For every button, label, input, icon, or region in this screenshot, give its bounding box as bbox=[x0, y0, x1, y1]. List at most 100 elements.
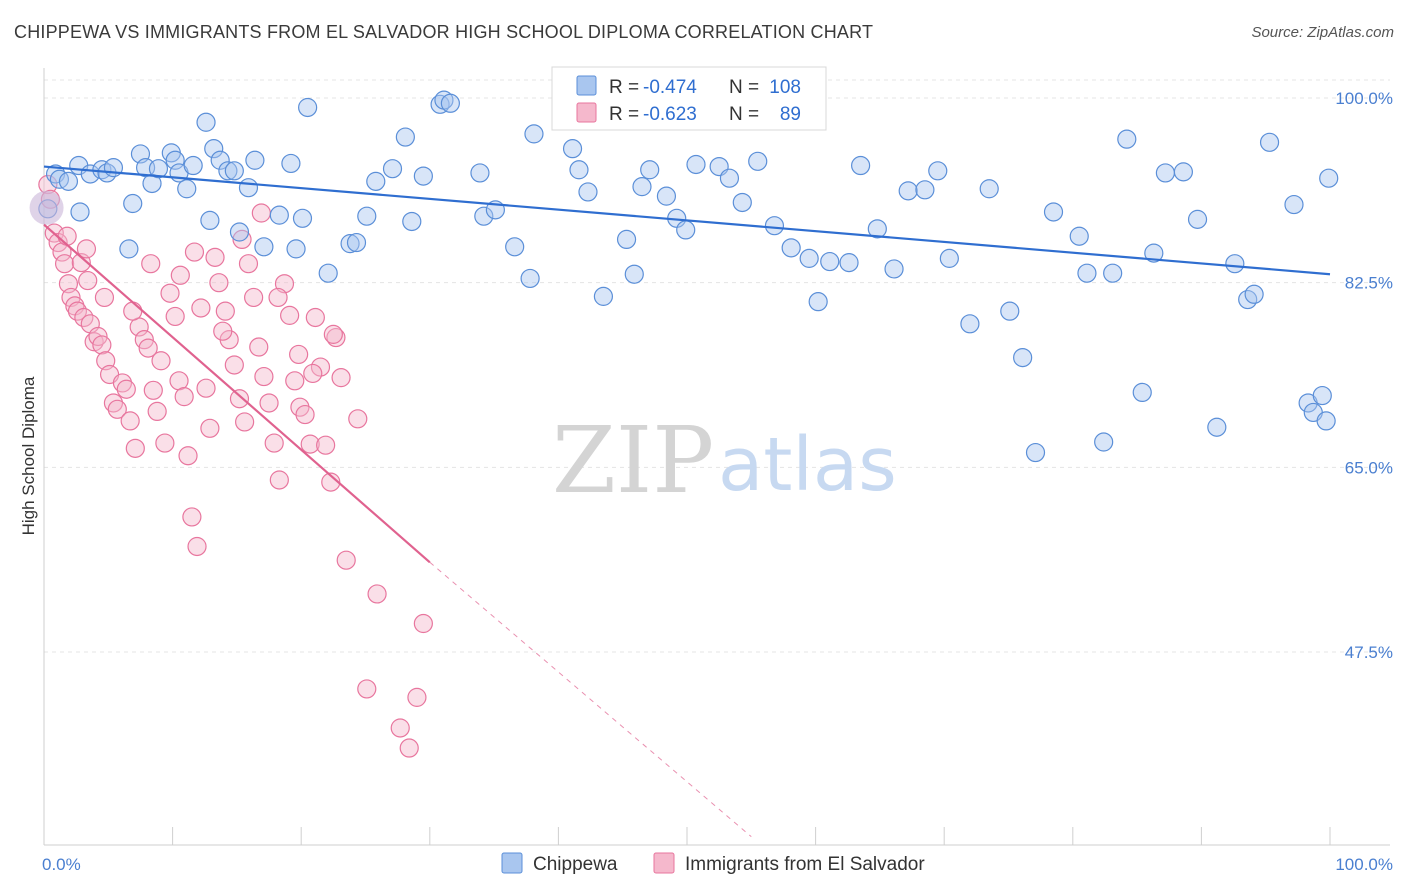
point-chippewa-23 bbox=[204, 139, 224, 159]
point-chippewa-84 bbox=[979, 179, 999, 199]
legend: R = -0.474 N = 108 R = -0.623 N = 89 bbox=[551, 66, 827, 131]
legend-r-label-2: R = bbox=[609, 104, 639, 125]
x-tick-labels: 0.0% 100.0% bbox=[42, 855, 1393, 874]
point-chippewa-79 bbox=[898, 181, 918, 201]
watermark: ZIP atlas bbox=[552, 407, 897, 514]
point-chippewa-65 bbox=[686, 154, 706, 175]
point-el-salvador-55 bbox=[269, 470, 289, 490]
point-cluster-origin bbox=[29, 190, 64, 225]
legend-swatch-el-salvador bbox=[576, 102, 597, 123]
point-chippewa-48 bbox=[470, 163, 490, 183]
x-tick-label-1: 100.0% bbox=[1335, 855, 1393, 874]
point-el-salvador-73 bbox=[399, 738, 419, 758]
point-chippewa-68 bbox=[732, 192, 752, 213]
legend-swatch-chippewa bbox=[576, 75, 597, 96]
point-chippewa-37 bbox=[340, 234, 360, 254]
point-chippewa-43 bbox=[402, 211, 422, 232]
series-chippewa bbox=[29, 90, 1339, 463]
point-chippewa-82 bbox=[939, 248, 959, 268]
point-el-salvador-14 bbox=[84, 332, 104, 352]
point-chippewa-24 bbox=[210, 150, 230, 170]
point-chippewa-62 bbox=[656, 186, 677, 206]
legend-n-value-1: 108 bbox=[769, 77, 801, 98]
point-chippewa-102 bbox=[1244, 284, 1264, 304]
bottom-swatch-chippewa bbox=[501, 852, 523, 874]
series-el-salvador bbox=[38, 174, 433, 758]
point-el-salvador-54 bbox=[264, 433, 284, 453]
point-el-salvador-81 bbox=[170, 265, 190, 285]
legend-n-value-2: 89 bbox=[780, 104, 801, 125]
point-el-salvador-72 bbox=[390, 718, 410, 738]
trend-line-chippewa bbox=[43, 165, 1331, 276]
point-chippewa-36 bbox=[318, 263, 338, 283]
point-chippewa-35 bbox=[298, 97, 318, 118]
point-chippewa-90 bbox=[1077, 263, 1097, 283]
point-el-salvador-20 bbox=[107, 399, 127, 419]
point-chippewa-31 bbox=[269, 205, 289, 225]
point-chippewa-95 bbox=[1144, 243, 1164, 263]
point-el-salvador-44 bbox=[215, 301, 235, 321]
y-tick-label-3: 47.5% bbox=[1345, 643, 1393, 662]
legend-n-label-1: N = bbox=[729, 77, 759, 98]
point-chippewa-47 bbox=[440, 93, 460, 113]
point-el-salvador-47 bbox=[229, 389, 250, 409]
point-chippewa-107 bbox=[1312, 385, 1332, 406]
point-chippewa-80 bbox=[915, 180, 935, 200]
y-tick-label-1: 82.5% bbox=[1345, 274, 1393, 293]
point-chippewa-42 bbox=[395, 127, 415, 147]
point-chippewa-30 bbox=[254, 237, 274, 257]
point-el-salvador-43 bbox=[209, 273, 229, 293]
point-chippewa-89 bbox=[1069, 226, 1089, 246]
point-el-salvador-31 bbox=[155, 433, 175, 453]
point-chippewa-40 bbox=[366, 171, 386, 191]
point-chippewa-28 bbox=[238, 178, 259, 198]
point-el-salvador-50 bbox=[244, 287, 264, 308]
point-chippewa-103 bbox=[1259, 132, 1280, 152]
point-chippewa-38 bbox=[346, 232, 367, 253]
y-tick-label-2: 65.0% bbox=[1345, 458, 1393, 477]
point-chippewa-99 bbox=[1207, 417, 1227, 437]
point-chippewa-93 bbox=[1117, 129, 1137, 149]
y-tick-labels: 100.0% 82.5% 65.0% 47.5% bbox=[1335, 89, 1393, 662]
point-el-salvador-74 bbox=[407, 687, 427, 707]
point-chippewa-54 bbox=[562, 139, 583, 159]
point-chippewa-98 bbox=[1187, 209, 1208, 229]
point-chippewa-61 bbox=[640, 160, 660, 180]
point-chippewa-32 bbox=[281, 153, 301, 174]
point-chippewa-83 bbox=[960, 314, 980, 334]
point-el-salvador-22 bbox=[116, 379, 136, 399]
point-chippewa-15 bbox=[148, 159, 169, 179]
point-el-salvador-49 bbox=[238, 254, 259, 274]
point-chippewa-101 bbox=[1238, 289, 1258, 310]
point-chippewa-53 bbox=[524, 124, 544, 144]
legend-box bbox=[551, 66, 827, 131]
point-el-salvador-83 bbox=[213, 321, 233, 341]
point-el-salvador-63 bbox=[310, 357, 331, 377]
point-chippewa-17 bbox=[165, 150, 185, 170]
point-chippewa-4 bbox=[70, 202, 90, 222]
point-chippewa-94 bbox=[1132, 382, 1152, 403]
point-chippewa-22 bbox=[200, 210, 220, 231]
point-chippewa-88 bbox=[1043, 202, 1064, 222]
point-chippewa-29 bbox=[245, 150, 265, 170]
point-el-salvador-29 bbox=[147, 401, 167, 422]
point-chippewa-11 bbox=[123, 193, 143, 214]
legend-r-label-1: R = bbox=[609, 77, 639, 98]
point-el-salvador-48 bbox=[235, 412, 255, 432]
y-axis-label: High School Diploma bbox=[19, 376, 38, 535]
point-el-salvador-64 bbox=[316, 435, 336, 455]
point-el-salvador-78 bbox=[94, 287, 115, 308]
point-chippewa-55 bbox=[569, 160, 589, 180]
point-chippewa-52 bbox=[520, 268, 540, 289]
point-el-salvador-77 bbox=[57, 226, 77, 246]
point-chippewa-64 bbox=[676, 220, 696, 240]
point-el-salvador-51 bbox=[249, 337, 269, 357]
point-el-salvador-80 bbox=[141, 254, 161, 274]
point-chippewa-51 bbox=[505, 237, 525, 257]
point-el-salvador-33 bbox=[165, 306, 185, 327]
point-el-salvador-39 bbox=[191, 298, 211, 318]
point-el-salvador-41 bbox=[200, 418, 220, 438]
point-el-salvador-82 bbox=[184, 242, 205, 262]
point-el-salvador-5 bbox=[54, 254, 75, 274]
